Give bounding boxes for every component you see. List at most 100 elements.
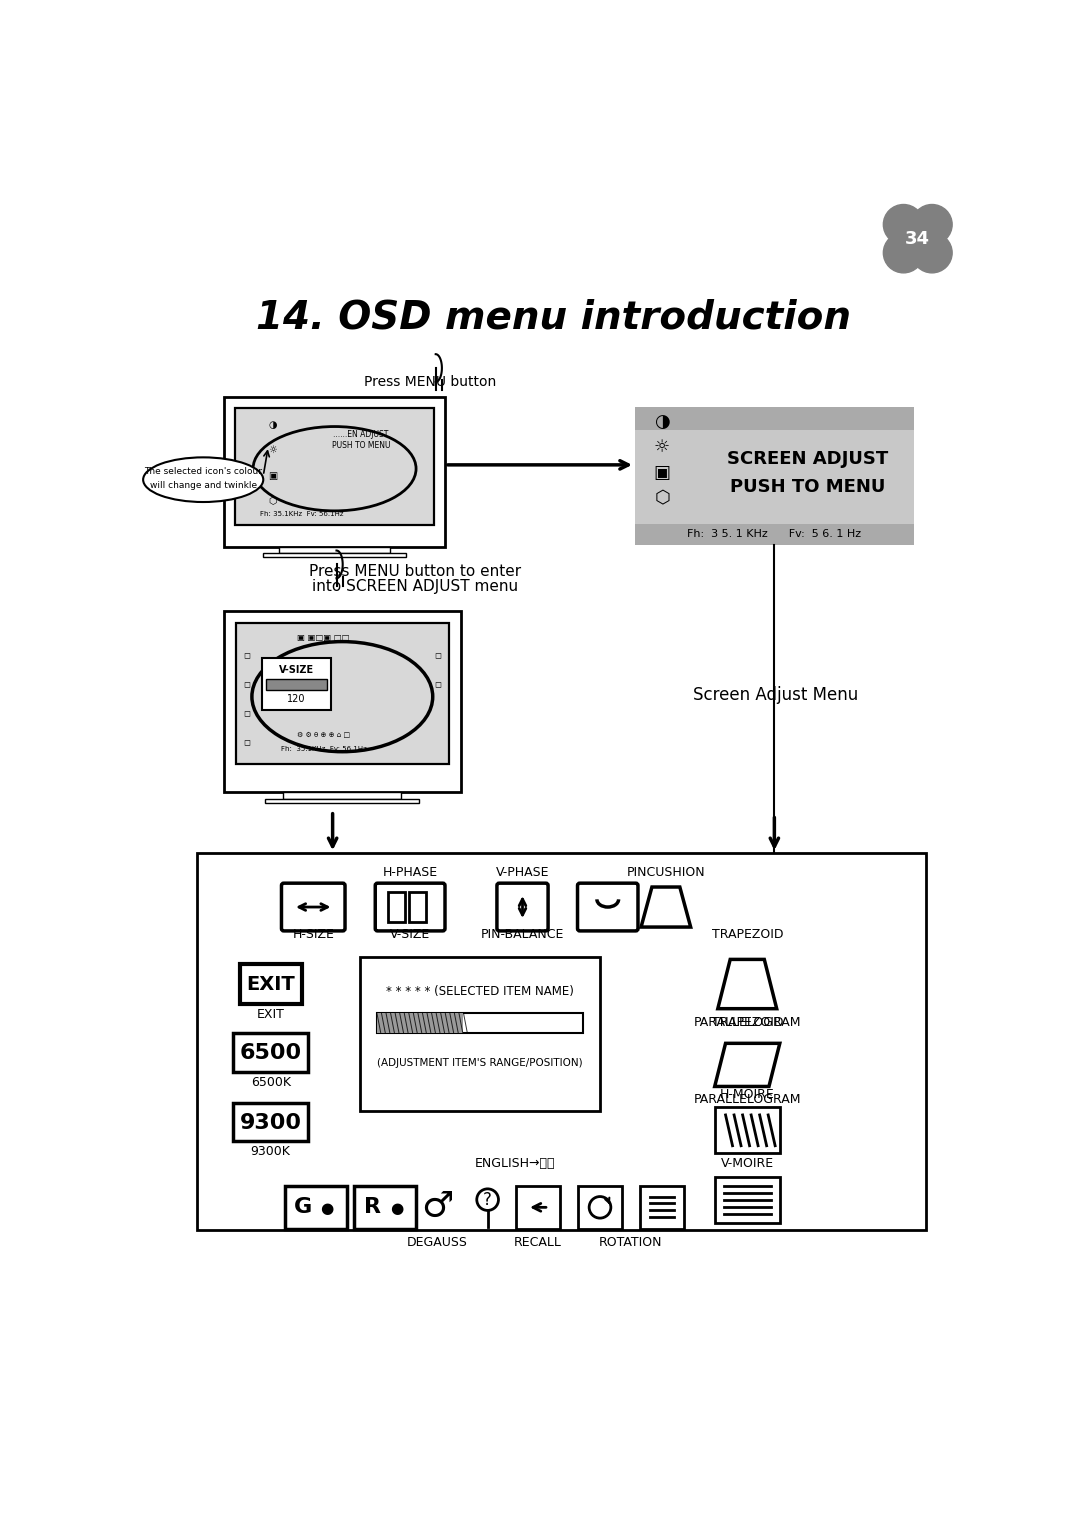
Text: Press MENU button to enter: Press MENU button to enter	[310, 563, 522, 579]
Text: 6500K: 6500K	[251, 1075, 291, 1089]
Text: PARALLELOGRAM: PARALLELOGRAM	[693, 1017, 801, 1029]
FancyBboxPatch shape	[516, 1186, 559, 1229]
Text: V-SIZE: V-SIZE	[279, 666, 314, 675]
Text: ......EN ADJUST: ......EN ADJUST	[334, 431, 389, 440]
Text: ♂: ♂	[421, 1191, 454, 1225]
Text: The selected icon's colour: The selected icon's colour	[145, 467, 262, 476]
FancyBboxPatch shape	[354, 1186, 416, 1229]
Text: R: R	[364, 1197, 381, 1217]
Text: ▣: ▣	[653, 464, 671, 481]
FancyBboxPatch shape	[715, 1107, 780, 1153]
Bar	[635, 406, 914, 545]
Text: 9300: 9300	[240, 1113, 301, 1133]
Text: PINCUSHION: PINCUSHION	[626, 866, 705, 880]
Text: PUSH TO MENU: PUSH TO MENU	[730, 478, 886, 496]
Bar	[235, 623, 448, 765]
Text: G: G	[294, 1197, 312, 1217]
Bar	[267, 680, 327, 690]
FancyBboxPatch shape	[640, 1186, 684, 1229]
Text: PUSH TO MENU: PUSH TO MENU	[332, 441, 390, 450]
FancyBboxPatch shape	[240, 964, 301, 1005]
Polygon shape	[718, 959, 777, 1009]
Bar	[197, 854, 926, 1231]
Bar	[262, 553, 406, 557]
Text: ●: ●	[390, 1202, 404, 1217]
Text: ◻: ◻	[243, 710, 251, 718]
Polygon shape	[642, 887, 691, 927]
Text: EXIT: EXIT	[246, 974, 295, 994]
Polygon shape	[715, 1043, 780, 1086]
Text: RECALL: RECALL	[514, 1235, 562, 1249]
Text: ◻: ◻	[243, 680, 251, 689]
Circle shape	[883, 232, 923, 273]
Bar	[225, 611, 460, 791]
Text: V-PHASE: V-PHASE	[496, 866, 550, 880]
Text: DEGAUSS: DEGAUSS	[407, 1235, 468, 1249]
FancyBboxPatch shape	[282, 883, 345, 931]
Text: will change and twinkle: will change and twinkle	[150, 481, 257, 490]
Text: ☼: ☼	[653, 438, 670, 457]
Text: ◻: ◻	[243, 651, 251, 660]
Text: ⬡: ⬡	[654, 489, 670, 507]
Bar	[377, 1012, 583, 1032]
Bar	[389, 892, 405, 922]
Text: ☼: ☼	[268, 446, 278, 455]
Text: ?: ?	[483, 1191, 492, 1209]
Text: V-SIZE: V-SIZE	[390, 928, 430, 941]
FancyBboxPatch shape	[284, 1186, 347, 1229]
Text: 9300K: 9300K	[251, 1145, 291, 1157]
Text: 6500: 6500	[240, 1043, 301, 1063]
FancyBboxPatch shape	[375, 883, 445, 931]
FancyBboxPatch shape	[715, 1176, 780, 1223]
Bar	[408, 892, 426, 922]
Bar	[266, 799, 419, 803]
Text: ◑: ◑	[654, 412, 670, 431]
Circle shape	[912, 232, 953, 273]
Text: PIN-BALANCE: PIN-BALANCE	[481, 928, 564, 941]
Bar	[235, 408, 434, 525]
Text: into SCREEN ADJUST menu: into SCREEN ADJUST menu	[312, 579, 518, 594]
Text: Fh:  3 5. 1 KHz      Fv:  5 6. 1 Hz: Fh: 3 5. 1 KHz Fv: 5 6. 1 Hz	[687, 530, 862, 539]
Ellipse shape	[144, 458, 264, 502]
Text: * * * * * (SELECTED ITEM NAME): * * * * * (SELECTED ITEM NAME)	[386, 985, 573, 999]
Text: TRAPEZOID: TRAPEZOID	[712, 928, 783, 941]
FancyBboxPatch shape	[497, 883, 548, 931]
Text: 120: 120	[287, 695, 306, 704]
Circle shape	[476, 1190, 499, 1211]
Bar	[635, 406, 914, 429]
Text: Press MENU button: Press MENU button	[364, 376, 496, 389]
FancyBboxPatch shape	[233, 1034, 308, 1072]
Text: ROTATION: ROTATION	[599, 1235, 663, 1249]
Text: ●: ●	[321, 1202, 334, 1217]
FancyBboxPatch shape	[578, 883, 638, 931]
Text: ◻: ◻	[434, 651, 442, 660]
Circle shape	[912, 205, 953, 244]
FancyBboxPatch shape	[233, 1102, 308, 1141]
Text: V-MOIRE: V-MOIRE	[720, 1157, 773, 1170]
Bar	[280, 548, 390, 553]
Text: H-PHASE: H-PHASE	[382, 866, 437, 880]
Text: SCREEN ADJUST: SCREEN ADJUST	[727, 450, 889, 469]
Text: PARALLELOGRAM: PARALLELOGRAM	[693, 1093, 801, 1107]
Text: TRAPEZOID: TRAPEZOID	[712, 1017, 783, 1029]
Text: ◑: ◑	[269, 420, 276, 429]
Bar	[377, 1012, 463, 1032]
Text: 14. OSD menu introduction: 14. OSD menu introduction	[256, 299, 851, 337]
FancyBboxPatch shape	[262, 658, 330, 710]
Text: (ADJUSTMENT ITEM'S RANGE/POSITION): (ADJUSTMENT ITEM'S RANGE/POSITION)	[377, 1058, 583, 1069]
Bar	[360, 957, 600, 1112]
Text: EXIT: EXIT	[257, 1008, 284, 1022]
Text: Fh: 35.1KHz  Fv: 56.1Hz: Fh: 35.1KHz Fv: 56.1Hz	[259, 510, 343, 516]
Text: 34: 34	[905, 229, 930, 247]
Text: ▣: ▣	[268, 470, 278, 481]
Bar	[283, 791, 402, 799]
Text: H-SIZE: H-SIZE	[293, 928, 334, 941]
Bar	[635, 524, 914, 545]
Text: ⚙ ⚙ θ ⊕ ⊕ ⌂ □: ⚙ ⚙ θ ⊕ ⊕ ⌂ □	[297, 733, 350, 739]
Text: H-MOIRE: H-MOIRE	[720, 1089, 774, 1101]
Text: Fh:  35.1KHz  Fv: 56.1Hz: Fh: 35.1KHz Fv: 56.1Hz	[281, 745, 366, 751]
Bar	[225, 397, 445, 548]
FancyBboxPatch shape	[578, 1186, 622, 1229]
Text: ◻: ◻	[434, 680, 442, 689]
Circle shape	[883, 205, 923, 244]
